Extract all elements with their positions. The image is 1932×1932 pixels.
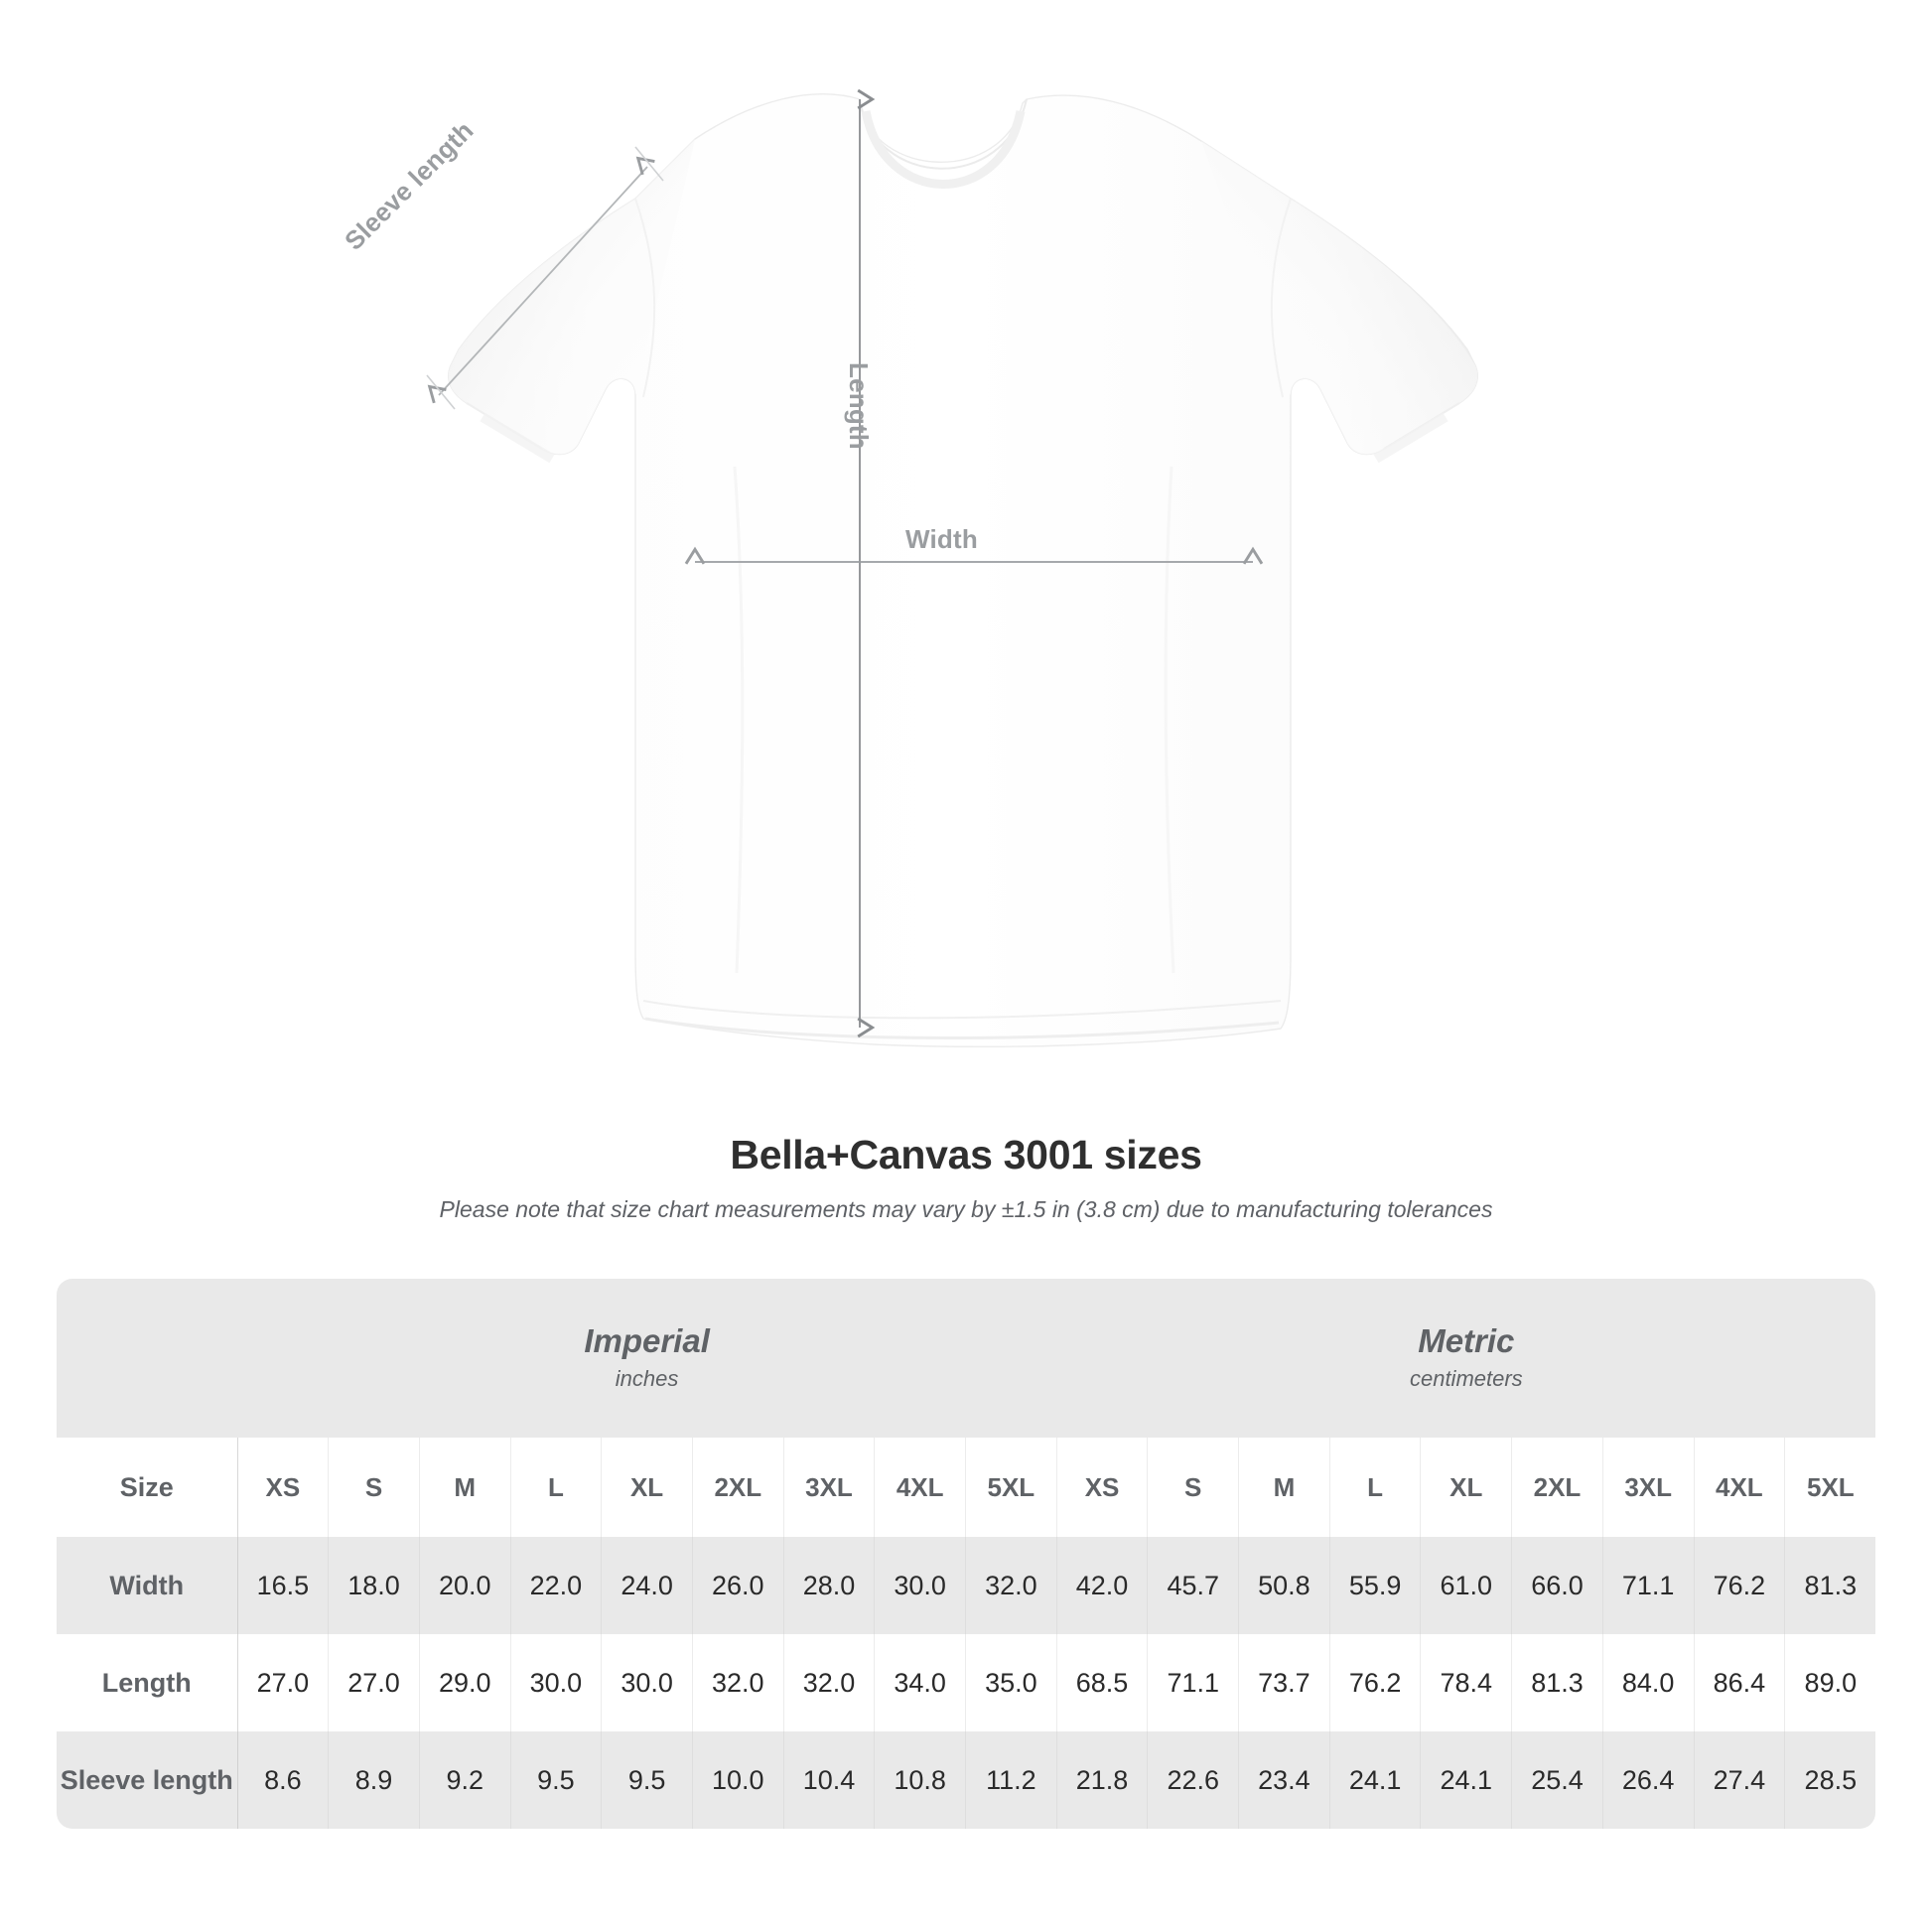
cell-width-metric-xl: 61.0 [1420,1537,1513,1634]
cell-length-metric-3xl: 84.0 [1602,1634,1695,1731]
unit-banner-row: Imperial inches Metric centimeters [57,1279,1876,1438]
cell-length-imperial-m: 29.0 [419,1634,511,1731]
size-header-metric-s: S [1147,1438,1240,1537]
size-header-imperial-5xl: 5XL [965,1438,1057,1537]
cell-length-metric-m: 73.7 [1238,1634,1330,1731]
cell-sleeve-imperial-s: 8.9 [328,1731,420,1829]
cell-sleeve-imperial-l: 9.5 [510,1731,603,1829]
row-label-sleeve-length: Sleeve length [57,1731,238,1829]
cell-sleeve-imperial-m: 9.2 [419,1731,511,1829]
cell-length-metric-4xl: 86.4 [1694,1634,1786,1731]
cell-length-metric-2xl: 81.3 [1511,1634,1603,1731]
row-label-length: Length [57,1634,238,1731]
size-header-imperial-m: M [419,1438,511,1537]
cell-width-imperial-xl: 24.0 [601,1537,693,1634]
cell-sleeve-metric-3xl: 26.4 [1602,1731,1695,1829]
tolerance-note: Please note that size chart measurements… [439,1196,1493,1222]
cell-width-imperial-m: 20.0 [419,1537,511,1634]
size-header-label: Size [57,1438,238,1537]
size-header-imperial-3xl: 3XL [783,1438,876,1537]
size-chart-table: Imperial inches Metric centimeters Size … [57,1279,1876,1829]
cell-width-metric-3xl: 71.1 [1602,1537,1695,1634]
cell-sleeve-imperial-2xl: 10.0 [692,1731,784,1829]
cell-width-imperial-5xl: 32.0 [965,1537,1057,1634]
cell-length-imperial-xl: 30.0 [601,1634,693,1731]
length-label: Length [844,362,874,450]
cell-width-metric-4xl: 76.2 [1694,1537,1786,1634]
size-header-metric-xl: XL [1420,1438,1513,1537]
size-header-row: Size XS S M L XL 2XL 3XL 4XL 5XL XS S M … [57,1438,1876,1537]
cell-width-imperial-xs: 16.5 [237,1537,330,1634]
cell-width-imperial-4xl: 30.0 [874,1537,966,1634]
size-header-imperial-xs: XS [237,1438,330,1537]
unit-group-imperial: Imperial inches [237,1279,1057,1438]
size-header-metric-m: M [1238,1438,1330,1537]
cell-width-imperial-s: 18.0 [328,1537,420,1634]
cell-width-imperial-2xl: 26.0 [692,1537,784,1634]
cell-width-metric-m: 50.8 [1238,1537,1330,1634]
cell-sleeve-metric-s: 22.6 [1147,1731,1240,1829]
cell-sleeve-metric-l: 24.1 [1329,1731,1422,1829]
cell-width-metric-5xl: 81.3 [1784,1537,1876,1634]
page-title: Bella+Canvas 3001 sizes [730,1132,1202,1177]
row-label-width: Width [57,1537,238,1634]
cell-width-metric-xs: 42.0 [1056,1537,1149,1634]
caption-block: Bella+Canvas 3001 sizes Please note that… [0,1132,1932,1223]
unit-group-imperial-sub: inches [615,1366,679,1392]
cell-sleeve-metric-xl: 24.1 [1420,1731,1513,1829]
size-header-imperial-xl: XL [601,1438,693,1537]
size-header-imperial-4xl: 4XL [874,1438,966,1537]
cell-length-imperial-xs: 27.0 [237,1634,330,1731]
cell-length-imperial-4xl: 34.0 [874,1634,966,1731]
cell-length-imperial-5xl: 35.0 [965,1634,1057,1731]
cell-sleeve-imperial-3xl: 10.4 [783,1731,876,1829]
table-row-width: Width 16.5 18.0 20.0 22.0 24.0 26.0 28.0… [57,1537,1876,1634]
cell-width-metric-2xl: 66.0 [1511,1537,1603,1634]
cell-length-metric-5xl: 89.0 [1784,1634,1876,1731]
size-header-imperial-s: S [328,1438,420,1537]
width-label: Width [905,524,978,554]
size-header-imperial-l: L [510,1438,603,1537]
size-header-metric-l: L [1329,1438,1422,1537]
cell-sleeve-imperial-5xl: 11.2 [965,1731,1057,1829]
size-header-metric-2xl: 2XL [1511,1438,1603,1537]
cell-sleeve-imperial-4xl: 10.8 [874,1731,966,1829]
cell-length-imperial-3xl: 32.0 [783,1634,876,1731]
cell-width-metric-s: 45.7 [1147,1537,1240,1634]
cell-sleeve-metric-xs: 21.8 [1056,1731,1149,1829]
cell-length-imperial-l: 30.0 [510,1634,603,1731]
unit-group-metric: Metric centimeters [1056,1279,1876,1438]
shirt-shape [448,93,1478,1047]
cell-sleeve-metric-m: 23.4 [1238,1731,1330,1829]
size-header-imperial-2xl: 2XL [692,1438,784,1537]
cell-sleeve-metric-4xl: 27.4 [1694,1731,1786,1829]
cell-length-imperial-2xl: 32.0 [692,1634,784,1731]
cell-length-metric-l: 76.2 [1329,1634,1422,1731]
unit-group-imperial-name: Imperial [584,1321,710,1359]
unit-group-metric-name: Metric [1418,1321,1515,1359]
size-table-wrap: Imperial inches Metric centimeters Size … [57,1279,1876,1829]
tshirt-diagram-svg [426,88,1478,1047]
size-header-metric-4xl: 4XL [1694,1438,1786,1537]
tshirt-illustration: Sleeve length Length Width [339,88,1478,1047]
table-row-length: Length 27.0 27.0 29.0 30.0 30.0 32.0 32.… [57,1634,1876,1731]
cell-sleeve-imperial-xl: 9.5 [601,1731,693,1829]
size-header-metric-xs: XS [1056,1438,1149,1537]
unit-banner-spacer [57,1279,237,1438]
cell-length-imperial-s: 27.0 [328,1634,420,1731]
cell-sleeve-metric-5xl: 28.5 [1784,1731,1876,1829]
cell-width-imperial-3xl: 28.0 [783,1537,876,1634]
cell-length-metric-s: 71.1 [1147,1634,1240,1731]
cell-sleeve-imperial-xs: 8.6 [237,1731,330,1829]
sleeve-length-measure-arrow [426,146,664,410]
table-row-sleeve-length: Sleeve length 8.6 8.9 9.2 9.5 9.5 10.0 1… [57,1731,1876,1829]
size-header-metric-5xl: 5XL [1784,1438,1876,1537]
cell-length-metric-xl: 78.4 [1420,1634,1513,1731]
size-header-metric-3xl: 3XL [1602,1438,1695,1537]
cell-width-metric-l: 55.9 [1329,1537,1422,1634]
cell-width-imperial-l: 22.0 [510,1537,603,1634]
cell-sleeve-metric-2xl: 25.4 [1511,1731,1603,1829]
cell-length-metric-xs: 68.5 [1056,1634,1149,1731]
unit-group-metric-sub: centimeters [1409,1366,1523,1392]
